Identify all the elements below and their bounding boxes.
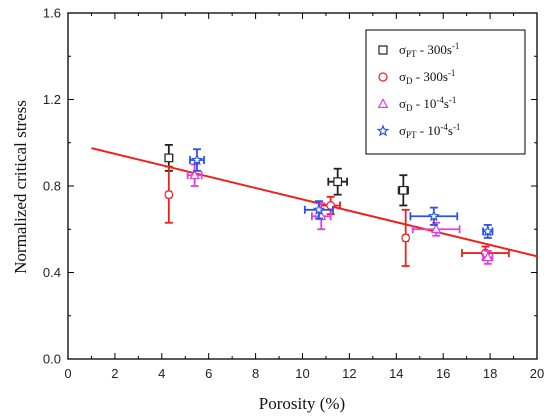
legend-label-part: - 300s xyxy=(417,42,452,57)
data-point xyxy=(164,190,174,200)
data-point xyxy=(398,185,408,195)
x-tick-label: 14 xyxy=(389,366,403,381)
series-star xyxy=(189,148,494,239)
x-tick-label: 4 xyxy=(158,366,165,381)
y-tick-label: 0.0 xyxy=(43,352,61,367)
legend-label-part: - 10 xyxy=(413,96,437,111)
legend-label-part: σ xyxy=(399,69,406,84)
x-tick-label: 8 xyxy=(252,366,259,381)
legend-label-part: PT xyxy=(406,49,417,59)
legend-label: σD - 10-4s-1 xyxy=(399,95,456,113)
x-tick-label: 10 xyxy=(295,366,309,381)
data-point xyxy=(333,177,343,187)
data-point xyxy=(482,251,493,262)
y-axis-title: Normalized critical stress xyxy=(11,100,30,274)
data-point xyxy=(401,233,411,243)
legend-label-part: -1 xyxy=(449,95,457,105)
x-axis-title: Porosity (%) xyxy=(259,394,345,413)
legend-label-part: σ xyxy=(399,123,406,138)
legend-label-part: -1 xyxy=(453,122,461,132)
y-tick-label: 1.2 xyxy=(43,92,61,107)
legend-label: σPT - 10-4s-1 xyxy=(399,122,460,140)
data-point xyxy=(190,153,204,166)
y-tick-label: 0.8 xyxy=(43,179,61,194)
legend-label-part: - 300s xyxy=(413,69,448,84)
data-point xyxy=(427,209,440,222)
data-point xyxy=(164,153,174,163)
data-point xyxy=(312,203,325,215)
legend-label: σD - 300s-1 xyxy=(399,68,455,86)
legend-label-part: s xyxy=(448,123,453,138)
legend-box xyxy=(365,29,526,155)
x-tick-label: 12 xyxy=(342,366,356,381)
linear-fit-line xyxy=(91,147,538,258)
legend-label-part: -1 xyxy=(452,41,460,51)
axis-ticks: 0 2 4 6 8 10 12 14 16 18 20 0.0 0.4 0.8 1.2 1.6 xyxy=(43,6,544,382)
x-tick-label: 2 xyxy=(111,366,118,381)
legend-label-part: D xyxy=(406,76,413,86)
series-square xyxy=(164,144,409,207)
legend-label-part: PT xyxy=(406,130,417,140)
legend-label-part: - 10 xyxy=(417,123,441,138)
x-tick-label: 6 xyxy=(205,366,212,381)
x-tick-label: 18 xyxy=(483,366,497,381)
data-series xyxy=(164,144,510,267)
legend-label-part: D xyxy=(406,103,413,113)
legend-label-part: -1 xyxy=(448,68,456,78)
legend-label-part: s xyxy=(444,96,449,111)
legend-label-part: σ xyxy=(399,96,406,111)
y-tick-label: 0.4 xyxy=(43,265,61,280)
legend-marker xyxy=(378,72,388,82)
x-tick-label: 16 xyxy=(436,366,450,381)
data-point xyxy=(430,223,442,234)
y-tick-label: 1.6 xyxy=(43,6,61,21)
legend-label-part: -4 xyxy=(440,122,448,132)
x-tick-label: 0 xyxy=(64,366,71,381)
legend-label: σPT - 300s-1 xyxy=(399,41,459,59)
legend-marker xyxy=(377,98,389,109)
x-tick-label: 20 xyxy=(530,366,544,381)
data-point xyxy=(189,169,200,180)
legend-label-part: σ xyxy=(399,42,406,57)
legend-marker xyxy=(376,124,390,137)
legend-marker xyxy=(378,45,388,55)
legend-label-part: -4 xyxy=(436,95,444,105)
fit-line-group xyxy=(91,147,538,258)
data-point xyxy=(481,225,494,237)
